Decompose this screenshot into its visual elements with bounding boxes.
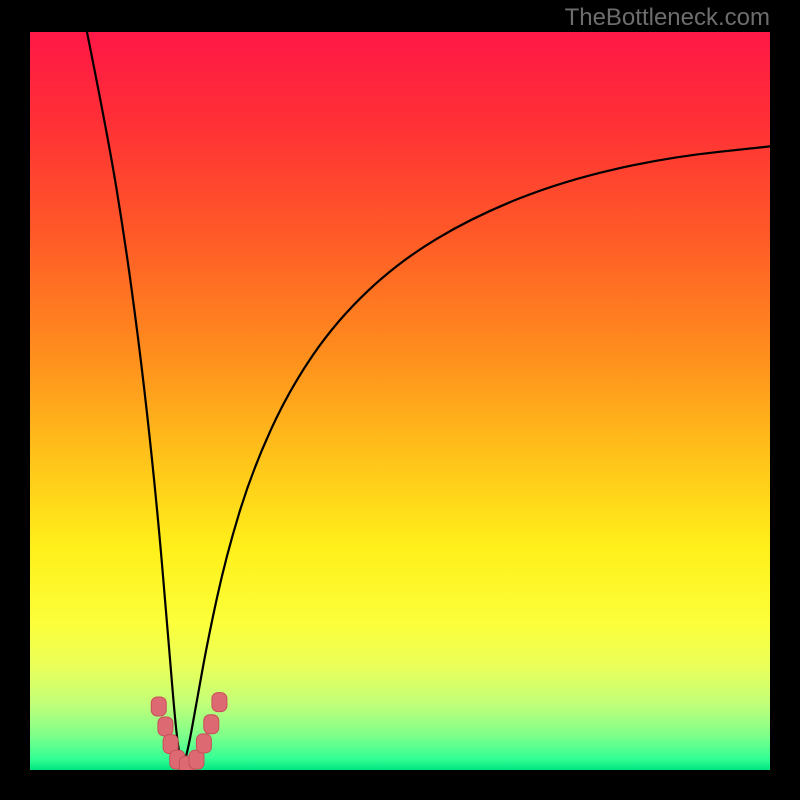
chart-container: TheBottleneck.com [0,0,800,800]
plot-area [30,32,770,770]
watermark-text: TheBottleneck.com [565,4,770,32]
